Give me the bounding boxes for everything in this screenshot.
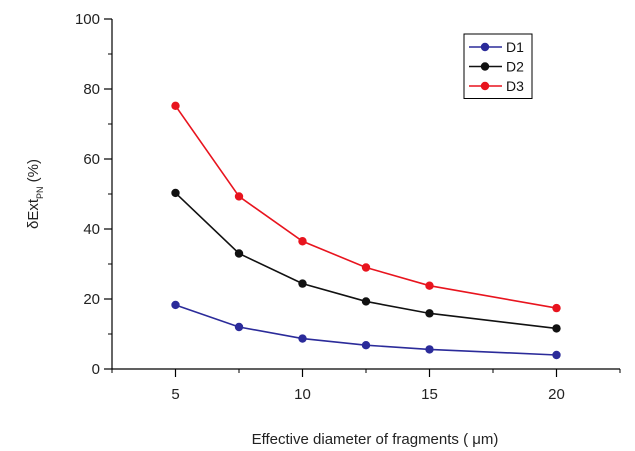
data-point xyxy=(361,263,371,272)
data-point xyxy=(425,309,434,318)
legend-item: D3 xyxy=(469,78,524,94)
data-point xyxy=(552,303,561,313)
y-axis-title-subscript: PN xyxy=(35,186,45,199)
legend-marker xyxy=(480,42,490,52)
series-line xyxy=(175,304,557,356)
y-tick-label: 20 xyxy=(83,291,100,308)
x-tick-label: 15 xyxy=(421,386,438,403)
data-point xyxy=(552,350,561,360)
y-tick-label: 60 xyxy=(83,151,100,168)
data-point xyxy=(171,101,180,111)
data-point xyxy=(361,341,371,350)
series-d2 xyxy=(171,188,561,333)
x-tick-label: 20 xyxy=(548,386,565,403)
legend-label: D3 xyxy=(506,78,524,94)
legend-label: D2 xyxy=(506,59,524,75)
y-tick-label: 100 xyxy=(75,11,100,28)
legend: D1 D2 D3 xyxy=(463,33,533,99)
x-axis-title: Effective diameter of fragments ( μm) xyxy=(252,431,499,448)
legend-item: D2 xyxy=(469,59,524,75)
data-point xyxy=(234,249,244,258)
legend-marker xyxy=(480,81,490,91)
series-line xyxy=(174,105,557,309)
legend-marker xyxy=(480,62,490,71)
y-tick-label: 0 xyxy=(92,361,100,378)
y-axis-title-main: δExt xyxy=(25,198,42,229)
series-layer xyxy=(171,101,561,360)
data-point xyxy=(234,322,244,332)
data-point xyxy=(234,192,244,201)
legend-item: D1 xyxy=(469,39,524,55)
axes: 0 20 40 60 80 100 5 10 15 20 xyxy=(75,11,621,403)
data-point xyxy=(298,237,307,246)
data-point xyxy=(171,300,180,310)
x-tick-label: 10 xyxy=(294,386,311,403)
data-point xyxy=(298,334,307,343)
data-point xyxy=(361,297,371,306)
series-d1 xyxy=(171,300,561,360)
data-point xyxy=(171,188,180,198)
data-point xyxy=(552,324,561,333)
y-tick-label: 40 xyxy=(83,221,100,238)
x-tick-label: 5 xyxy=(171,386,179,403)
data-point xyxy=(425,281,434,290)
series-d3 xyxy=(171,101,561,313)
y-axis-title-unit: (%) xyxy=(25,159,42,187)
legend-label: D1 xyxy=(506,39,524,55)
series-line xyxy=(174,192,557,330)
y-tick-label: 80 xyxy=(83,81,100,98)
data-point xyxy=(425,345,434,354)
data-point xyxy=(298,279,307,288)
y-axis-title: δExtPN (%) xyxy=(25,159,45,229)
